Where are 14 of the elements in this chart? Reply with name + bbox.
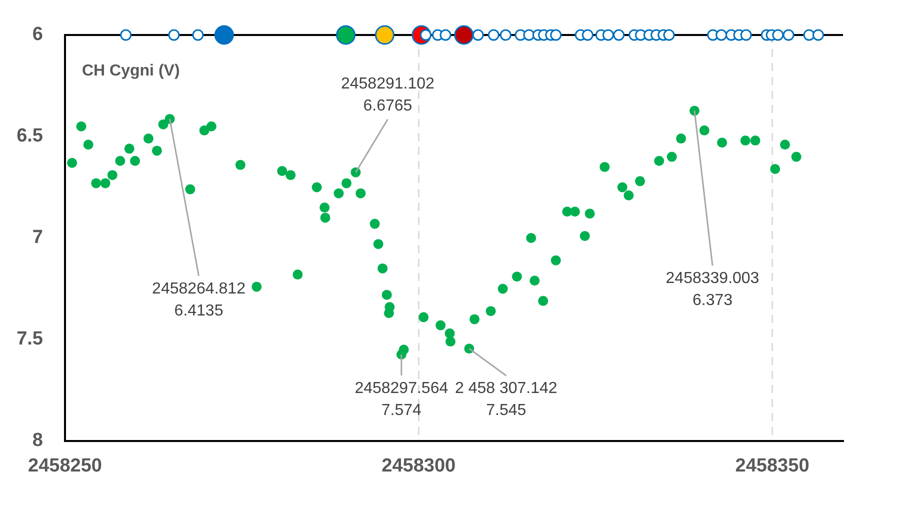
x-tick-label: 2458300 bbox=[382, 456, 456, 477]
x-tick-label: 2458350 bbox=[735, 456, 810, 477]
y-tick-label: 7 bbox=[32, 227, 43, 248]
text: CH Cygni (V) bbox=[82, 62, 180, 80]
annotation: 2458339.003 6.373 bbox=[666, 270, 760, 310]
annotation: 2 458 307.142 7.545 bbox=[454, 380, 558, 420]
y-tick-label: 8 bbox=[32, 430, 43, 452]
y-tick-label: 6.5 bbox=[16, 126, 44, 147]
y-tick-label: 7.5 bbox=[16, 328, 44, 350]
annotation: 2458291.102 6.6765 bbox=[340, 76, 435, 115]
x-tick-label: 2458250 bbox=[28, 456, 102, 477]
annotation: 2458297.564 7.574 bbox=[354, 380, 448, 419]
annotation: 2458264.812 6.4135 bbox=[152, 280, 246, 320]
y-tick-label: 6 bbox=[32, 24, 43, 46]
